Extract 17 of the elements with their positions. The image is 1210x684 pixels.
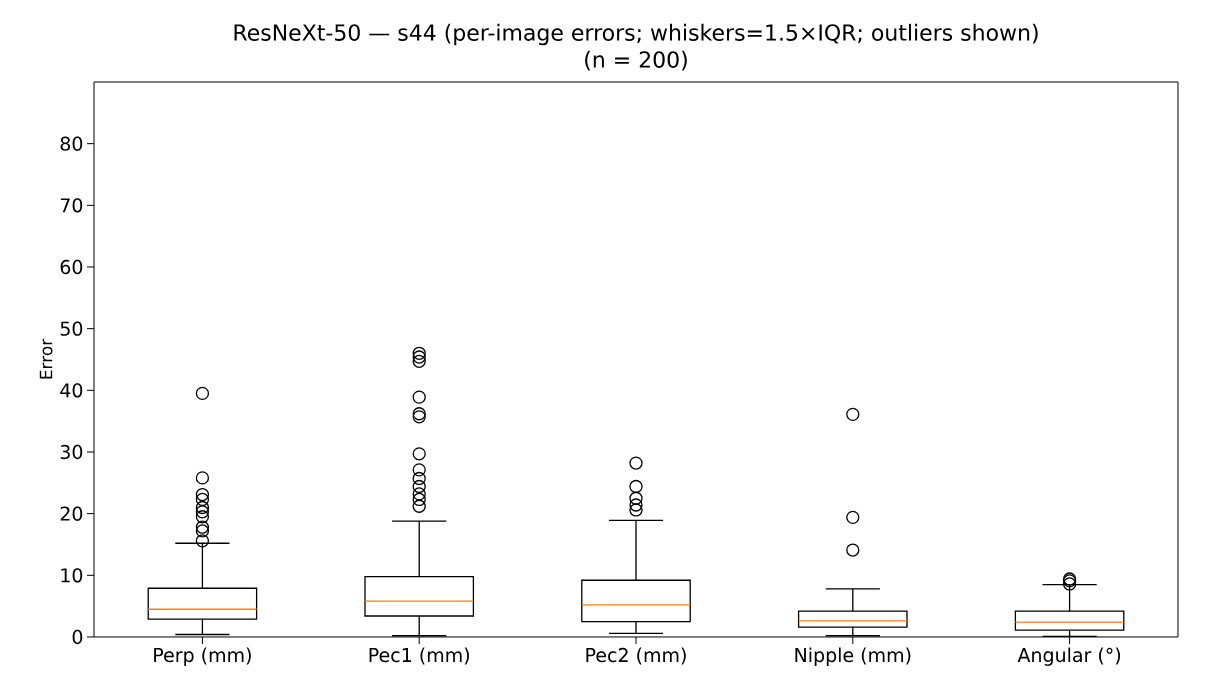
- x-tick-label: Angular (°): [1017, 647, 1121, 666]
- y-tick-label: 0: [72, 629, 83, 645]
- y-tick-label: 60: [60, 259, 83, 275]
- y-tick-label: 80: [60, 136, 83, 151]
- y-tick-label: 30: [60, 444, 83, 460]
- y-tick-label: 50: [60, 321, 83, 336]
- y-tick-label: 20: [60, 506, 83, 521]
- y-axis-title: Error: [39, 338, 53, 379]
- y-tick-label: 70: [60, 198, 83, 213]
- chart-title: ResNeXt-50 — s44 (per-image errors; whiskers=1.5×IQR; outliers shown): [234, 23, 1038, 46]
- y-tick-label: 40: [60, 383, 83, 398]
- chart-subtitle: (n = 200): [585, 50, 687, 71]
- x-tick-label: Pec2 (mm): [586, 647, 686, 665]
- x-tick-label: Perp (mm): [154, 647, 251, 666]
- x-tick-label: Pec1 (mm): [369, 647, 469, 665]
- x-tick-label: Nipple (mm): [795, 647, 911, 666]
- y-tick-label: 10: [61, 568, 83, 583]
